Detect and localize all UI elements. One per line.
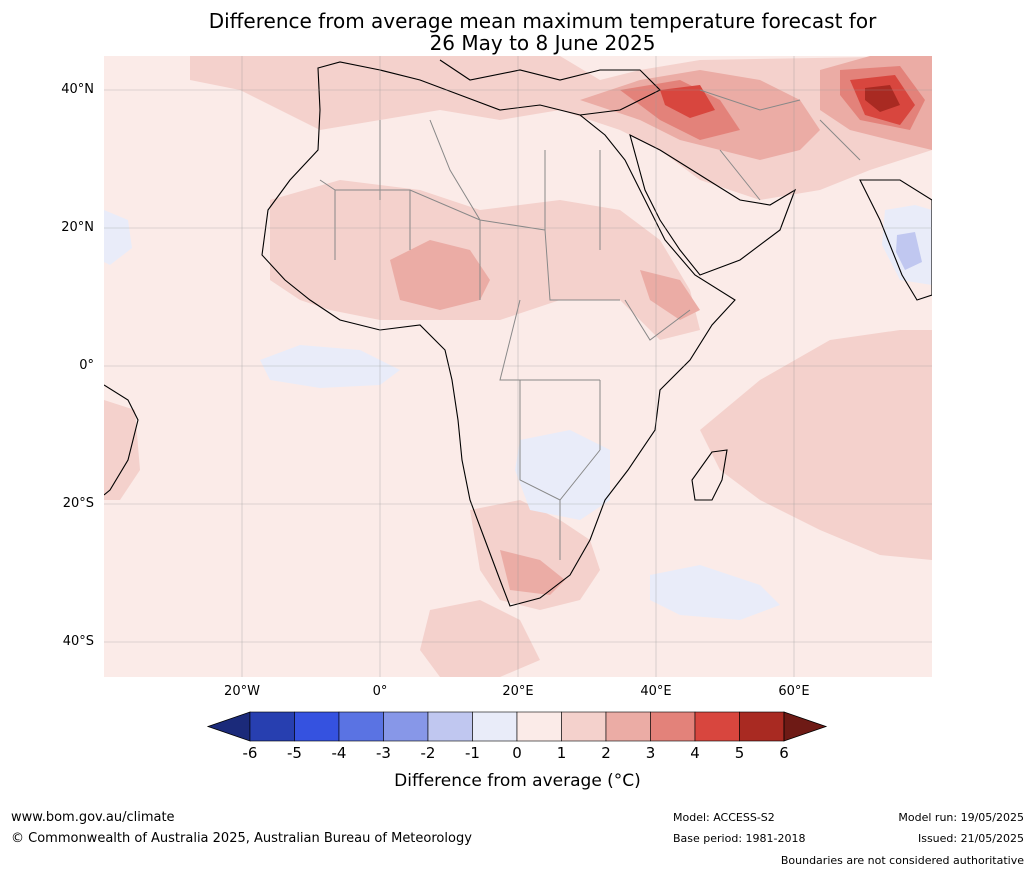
footer-disclaimer: Boundaries are not considered authoritat… xyxy=(780,854,1024,867)
footer-url[interactable]: www.bom.gov.au/climate xyxy=(11,810,175,825)
anomaly-region-atlantic-west xyxy=(104,210,132,265)
map-title: Difference from average mean maximum tem… xyxy=(0,10,1035,54)
anomaly-region-zambia xyxy=(515,430,610,520)
colorbar-bin xyxy=(516,711,562,742)
colorbar-tick-label: 0 xyxy=(512,744,522,762)
lon-label-20w: 20°W xyxy=(224,684,260,699)
colorbar-bin xyxy=(338,711,384,742)
footer-model: Model: ACCESS-S2 xyxy=(673,811,775,824)
south-america-coastline xyxy=(104,384,139,496)
colorbar-bin xyxy=(561,711,607,742)
coastlines xyxy=(104,59,932,607)
lat-label-0: 0° xyxy=(79,358,94,373)
anomaly-region-asia-hottest xyxy=(865,85,900,112)
colorbar-arrow-low xyxy=(206,711,251,742)
colorbar-tick-label: 2 xyxy=(601,744,611,762)
anomaly-region-southatlantic xyxy=(104,400,140,500)
colorbar-tick-label: 6 xyxy=(779,744,789,762)
lat-label-40s: 40°S xyxy=(62,634,94,649)
anomaly-region-gulf-of-guinea xyxy=(260,345,400,388)
colorbar-label: Difference from average (°C) xyxy=(394,771,641,791)
colorbar-bin xyxy=(383,711,429,742)
mediterranean-coastline xyxy=(439,59,661,116)
footer-copyright: © Commonwealth of Australia 2025, Austra… xyxy=(11,831,472,846)
colorbar-tick-label: 5 xyxy=(734,744,745,762)
lon-label-0: 0° xyxy=(372,684,388,699)
colorbar-bin xyxy=(739,711,785,742)
colorbar-bin xyxy=(650,711,696,742)
colorbar-bin xyxy=(694,711,740,742)
africa-coastline xyxy=(261,61,736,607)
footer-issued: Issued: 21/05/2025 xyxy=(917,832,1024,845)
anomaly-region-kalahari xyxy=(500,550,565,595)
anomaly-region-southafrica xyxy=(470,500,600,610)
colorbar-bin xyxy=(472,711,518,742)
arabia-coastline xyxy=(629,133,797,276)
colorbar-bin xyxy=(249,711,295,742)
lon-label-20e: 20°E xyxy=(502,684,534,699)
anomaly-region-nigeria xyxy=(390,240,490,310)
lat-label-40n: 40°N xyxy=(61,82,94,97)
colorbar-tick-label: -2 xyxy=(420,744,436,762)
anomaly-region-southocean xyxy=(420,600,540,677)
footer-model-run: Model run: 19/05/2025 xyxy=(898,811,1024,824)
colorbar-arrow-high xyxy=(783,711,828,742)
anomaly-region-south-indian-ocean xyxy=(650,565,780,620)
colorbar-bin xyxy=(605,711,651,742)
colorbar-tick-label: -4 xyxy=(331,744,347,762)
anomaly-region-horn xyxy=(640,270,700,320)
colorbar-tick-label: 1 xyxy=(556,744,567,762)
anomaly-region-iran-hot xyxy=(660,85,715,118)
lon-label-40e: 40°E xyxy=(640,684,672,699)
colorbar-tick-label: -1 xyxy=(465,744,480,762)
colorbar-bin xyxy=(294,711,340,742)
colorbar-tick-label: -3 xyxy=(376,744,391,762)
colorbar-tick-label: 3 xyxy=(645,744,656,762)
anomaly-region-india-core xyxy=(896,232,922,270)
footer-base-period: Base period: 1981-2018 xyxy=(673,832,806,845)
colorbar-bin xyxy=(427,711,473,742)
india-coastline xyxy=(859,179,932,301)
madagascar-coastline xyxy=(691,449,728,501)
colorbar-tick-label: -6 xyxy=(242,744,258,762)
anomaly-region-indian-ocean xyxy=(700,330,932,560)
colorbar-tick-label: -5 xyxy=(287,744,302,762)
lon-label-60e: 60°E xyxy=(778,684,810,699)
lat-label-20s: 20°S xyxy=(62,496,94,511)
title-line-1: Difference from average mean maximum tem… xyxy=(208,9,877,33)
lat-label-20n: 20°N xyxy=(61,220,94,235)
colorbar xyxy=(206,711,828,742)
colorbar-tick-label: 4 xyxy=(690,744,700,762)
title-line-2: 26 May to 8 June 2025 xyxy=(429,31,656,55)
graticule xyxy=(104,56,932,677)
